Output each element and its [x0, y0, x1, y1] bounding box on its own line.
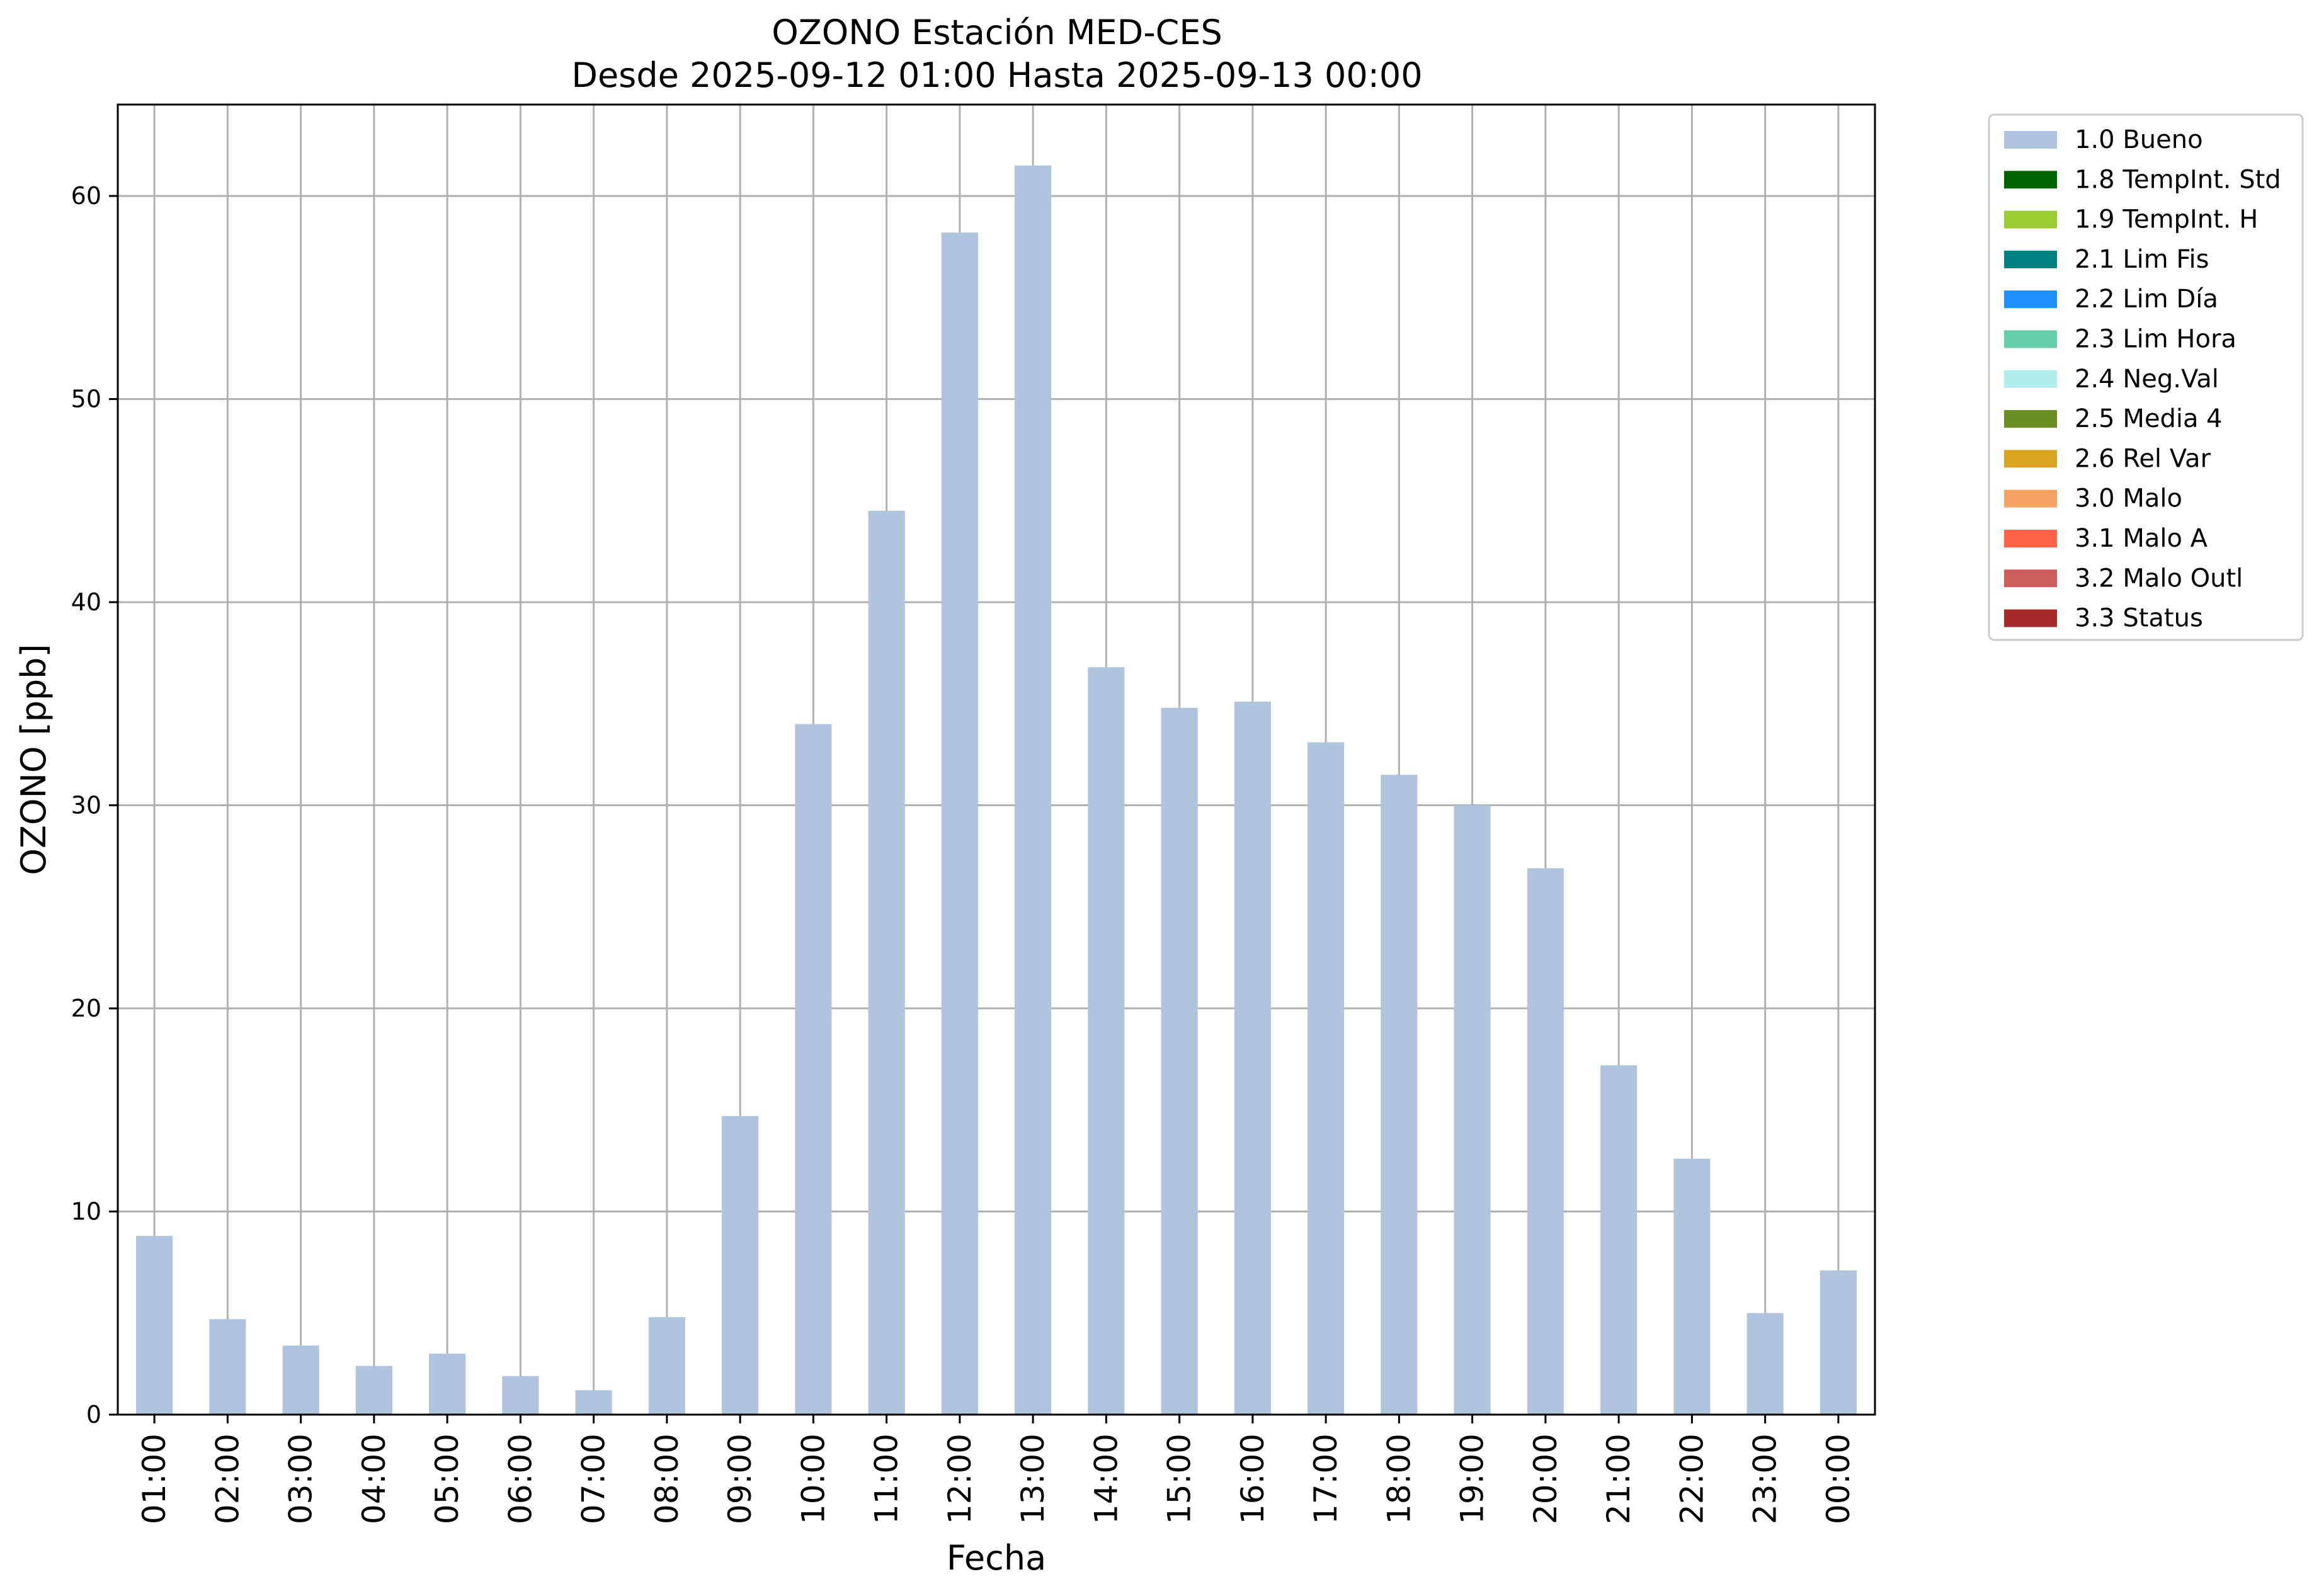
bar-0100 [136, 1236, 173, 1415]
legend-swatch [2004, 210, 2057, 229]
legend-entry-label: 1.9 TempInt. H [2075, 205, 2258, 234]
bar-1700 [1308, 742, 1345, 1415]
legend-swatch [2004, 530, 2057, 547]
legend-frame [1988, 113, 2304, 641]
x-tick-label: 09:00 [722, 1434, 758, 1524]
x-tick-label: 17:00 [1308, 1434, 1344, 1524]
legend-entry-label: 1.8 TempInt. Std [2075, 165, 2281, 194]
bar-0500 [429, 1354, 466, 1415]
x-axis-ticks: 01:00 02:00 03:00 04:00 05:00 06:00 07:00 08:00… [136, 1415, 1857, 1524]
bar-2100 [1600, 1065, 1638, 1415]
bar-1600 [1234, 702, 1271, 1415]
x-tick-label: 22:00 [1673, 1434, 1710, 1524]
x-tick-label: 23:00 [1747, 1434, 1784, 1524]
legend-entry-label: 2.4 Neg.Val [2075, 365, 2219, 394]
legend-swatch [2004, 569, 2057, 588]
bar-1300 [1015, 165, 1052, 1415]
bar-1500 [1161, 707, 1198, 1415]
x-tick-label: 13:00 [1015, 1434, 1051, 1524]
legend-swatch [2004, 131, 2057, 149]
legend-entry-label: 2.1 Lim Fis [2075, 245, 2209, 274]
legend-entry-label: 3.2 Malo Outl [2075, 564, 2243, 593]
bar-0700 [575, 1390, 612, 1415]
y-tick-label: 20 [71, 995, 101, 1022]
legend-swatch [2004, 171, 2057, 189]
legend: 1.0 Bueno 1.8 TempInt. Std 1.9 TempInt. H 2… [1988, 113, 2304, 641]
bar-2000 [1527, 868, 1564, 1415]
legend-entry-label: 2.2 Lim Día [2075, 285, 2218, 314]
bar-0300 [282, 1345, 319, 1415]
x-tick-label: 02:00 [209, 1434, 246, 1524]
bar-0000 [1820, 1270, 1857, 1415]
bar-1000 [795, 724, 832, 1415]
legend-swatch [2004, 330, 2057, 348]
x-tick-label: 03:00 [283, 1434, 319, 1524]
x-tick-label: 16:00 [1234, 1434, 1271, 1524]
x-tick-label: 05:00 [429, 1434, 465, 1524]
y-tick-label: 50 [71, 385, 101, 413]
legend-entry-label: 2.3 Lim Hora [2075, 325, 2236, 354]
chart-title: OZONO Estación MED-CES [772, 13, 1222, 52]
x-tick-label: 06:00 [502, 1434, 538, 1524]
legend-swatch [2004, 489, 2057, 508]
x-tick-label: 08:00 [649, 1434, 685, 1524]
x-tick-label: 15:00 [1161, 1434, 1198, 1524]
bar-2300 [1746, 1313, 1784, 1415]
x-tick-label: 11:00 [869, 1434, 905, 1524]
bar-0600 [502, 1376, 539, 1415]
plot-frame [117, 103, 1876, 1416]
y-tick-label: 30 [71, 792, 101, 819]
legend-entry-label: 2.6 Rel Var [2075, 444, 2211, 473]
x-tick-label: 21:00 [1600, 1434, 1637, 1524]
legend-entry-label: 2.5 Media 4 [2075, 404, 2223, 433]
legend-swatch [2004, 450, 2057, 468]
legend-swatch [2004, 250, 2057, 268]
legend-swatch [2004, 609, 2057, 627]
x-tick-label: 20:00 [1527, 1434, 1564, 1524]
bar-0800 [648, 1317, 685, 1415]
y-tick-label: 0 [86, 1401, 101, 1428]
y-axis-label: OZONO [ppb] [14, 644, 54, 875]
x-tick-label: 00:00 [1820, 1434, 1857, 1524]
legend-swatch [2004, 290, 2057, 309]
y-tick-label: 40 [71, 588, 101, 616]
bar-0900 [722, 1115, 759, 1415]
bar-1200 [941, 232, 978, 1415]
chart-subtitle: Desde 2025-09-12 01:00 Hasta 2025-09-13 … [571, 55, 1422, 95]
x-tick-label: 12:00 [942, 1434, 978, 1524]
x-axis-label: Fecha [947, 1538, 1046, 1578]
x-tick-label: 19:00 [1454, 1434, 1491, 1524]
x-tick-label: 18:00 [1381, 1434, 1417, 1524]
bar-0400 [355, 1365, 392, 1415]
x-tick-label: 07:00 [576, 1434, 612, 1524]
bar-1900 [1454, 805, 1491, 1415]
bars-group [136, 165, 1857, 1415]
legend-swatch [2004, 410, 2057, 428]
x-tick-label: 04:00 [356, 1434, 392, 1524]
bar-1400 [1088, 667, 1125, 1415]
legend-entry-label: 3.1 Malo A [2075, 524, 2208, 553]
bar-1100 [868, 510, 905, 1415]
x-tick-label: 10:00 [795, 1434, 831, 1524]
legend-swatch [2004, 370, 2057, 388]
bar-1800 [1381, 775, 1418, 1415]
legend-entry-label: 3.0 Malo [2075, 484, 2182, 513]
y-tick-label: 10 [71, 1198, 101, 1226]
x-tick-label: 01:00 [136, 1434, 173, 1524]
legend-entry-label: 3.3 Status [2075, 604, 2203, 633]
y-tick-label: 60 [71, 182, 101, 210]
x-tick-label: 14:00 [1088, 1434, 1124, 1524]
y-axis-ticks: 0 10 20 30 40 50 60 [71, 182, 118, 1428]
bar-2200 [1673, 1158, 1711, 1415]
legend-entry-label: 1.0 Bueno [2075, 125, 2203, 154]
bar-0200 [209, 1319, 246, 1415]
